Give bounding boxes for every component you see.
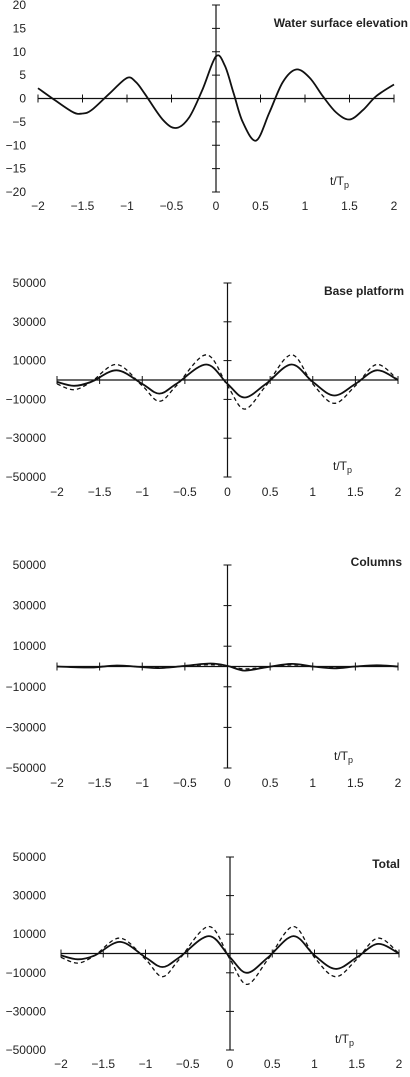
x-tick-label: 2 <box>391 199 398 213</box>
series-line-solid <box>56 363 399 399</box>
series-line-solid <box>37 54 395 142</box>
x-tick-label: 0.5 <box>264 1057 281 1071</box>
x-tick-label: 1.5 <box>348 1057 365 1071</box>
x-tick-label: 1.5 <box>347 776 364 790</box>
y-tick-label: 0 <box>19 92 26 106</box>
x-tick-label: −0.5 <box>160 199 184 213</box>
chart-columns: Columns −2 −1.5 −1 −0.5 0 0.5 1 1.5 2 50000 30000 1… <box>6 555 403 790</box>
y-tick-label: 50000 <box>13 558 47 572</box>
y-tick-label: 50000 <box>13 276 47 290</box>
x-tick-label: −1 <box>120 199 134 213</box>
y-tick-label: −10000 <box>6 680 47 694</box>
y-tick-label: 30000 <box>13 315 47 329</box>
x-tick-label: −0.5 <box>173 485 197 499</box>
y-tick-label: −30000 <box>6 720 47 734</box>
x-tick-label: 0 <box>213 199 220 213</box>
y-tick-label: −10000 <box>6 392 47 406</box>
series-line-solid <box>60 935 400 974</box>
series-line-dashed <box>56 354 399 410</box>
x-tick-label: −2 <box>31 199 45 213</box>
x-tick-label: 0.5 <box>262 776 279 790</box>
x-tick-label: 1 <box>302 199 309 213</box>
y-tick-label: −20 <box>6 185 27 199</box>
x-tick-label: −0.5 <box>176 1057 200 1071</box>
x-axis-label: t/Tp <box>335 1032 354 1048</box>
x-tick-label: −0.5 <box>173 776 197 790</box>
y-tick-label: −30000 <box>6 1004 47 1018</box>
x-tick-label: −2 <box>50 485 64 499</box>
series-line-dashed <box>60 925 400 986</box>
y-tick-label: −50000 <box>6 761 47 775</box>
y-tick-label: −5 <box>12 115 26 129</box>
y-tick-label: 15 <box>13 21 27 35</box>
x-tick-label: −1 <box>135 776 149 790</box>
chart-total: Total −2 −1.5 −1 −0.5 0 0.5 1 1.5 2 50000 30000 100… <box>6 850 403 1071</box>
chart-title: Columns <box>351 555 403 569</box>
x-tick-label: 1.5 <box>347 485 364 499</box>
x-tick-label: −1.5 <box>88 776 112 790</box>
y-tick-label: 10 <box>13 45 27 59</box>
x-axis-label: t/Tp <box>330 174 349 190</box>
x-tick-label: 0 <box>227 1057 234 1071</box>
y-tick-label: 30000 <box>13 889 47 903</box>
x-tick-label: 0 <box>224 776 231 790</box>
y-tick-label: −10000 <box>6 966 47 980</box>
chart-title: Water surface elevation <box>274 16 408 30</box>
x-tick-label: 2 <box>395 485 402 499</box>
y-tick-label: −30000 <box>6 431 47 445</box>
y-tick-label: 10000 <box>13 639 47 653</box>
x-tick-label: −1.5 <box>91 1057 115 1071</box>
x-axis-label: t/Tp <box>333 459 352 475</box>
x-tick-label: −1 <box>139 1057 153 1071</box>
y-tick-label: 50000 <box>13 850 47 864</box>
x-tick-label: 2 <box>395 776 402 790</box>
x-tick-label: −2 <box>50 776 64 790</box>
y-tick-label: 20 <box>13 0 27 12</box>
chart-title: Total <box>372 857 400 871</box>
x-tick-label: 1 <box>311 1057 318 1071</box>
x-tick-label: 1 <box>309 485 316 499</box>
y-tick-label: 5 <box>19 68 26 82</box>
x-tick-label: 0 <box>224 485 231 499</box>
chart-water-surface-elevation: Water surface elevation −2 −1.5 −1 −0.5 0 0.5… <box>6 0 408 213</box>
y-tick-label: −50000 <box>6 470 47 484</box>
x-tick-label: 0.5 <box>262 485 279 499</box>
y-tick-label: −15 <box>6 162 27 176</box>
y-tick-label: 30000 <box>13 599 47 613</box>
chart-title: Base platform <box>324 284 404 298</box>
chart-base-platform: Base platform −2 −1.5 −1 −0.5 0 0.5 1 1.5 2 50000… <box>6 276 404 499</box>
x-axis-label: t/Tp <box>334 749 353 765</box>
x-tick-label: −1.5 <box>88 485 112 499</box>
y-tick-label: −50000 <box>6 1043 47 1057</box>
x-tick-label: 1 <box>309 776 316 790</box>
x-tick-label: 1.5 <box>341 199 358 213</box>
y-tick-label: 10000 <box>13 927 47 941</box>
x-tick-label: 2 <box>396 1057 403 1071</box>
series-line-dashed <box>56 664 399 670</box>
x-tick-label: −1.5 <box>71 199 95 213</box>
x-tick-label: 0.5 <box>252 199 269 213</box>
x-tick-label: −1 <box>135 485 149 499</box>
y-tick-label: 10000 <box>13 354 47 368</box>
x-tick-label: −2 <box>54 1057 68 1071</box>
y-tick-label: −10 <box>6 138 27 152</box>
